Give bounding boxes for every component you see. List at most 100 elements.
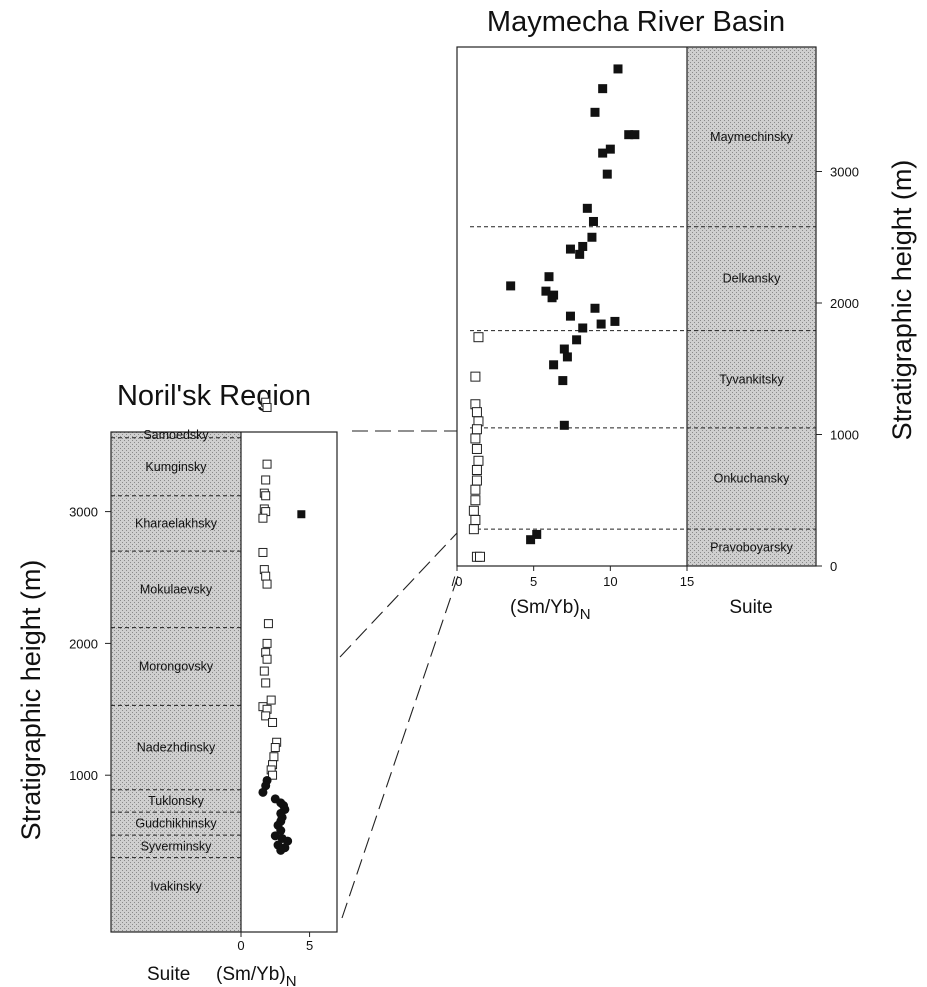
maymecha-point-filled-square (506, 281, 516, 291)
maymecha-x-axis-main: (Sm/Yb) (510, 597, 580, 618)
correlation-connectors (339, 430, 461, 919)
maymecha-y-tick-label: 0 (830, 559, 837, 574)
norilsk-point-open-square (268, 717, 278, 727)
norilsk-panel: Noril'sk Region Ivakinsky Syverminsky Gudc… (16, 380, 338, 987)
maymecha-point-filled-square (558, 376, 568, 386)
maymecha-suite-boundaries (470, 226, 816, 530)
norilsk-point-filled-circle (276, 845, 286, 855)
norilsk-point-open-square (261, 571, 271, 581)
maymecha-point-open-square (471, 407, 482, 418)
maymecha-point-filled-square (549, 360, 559, 370)
maymecha-point-filled-square (562, 352, 572, 362)
maymecha-suite-label: Pravoboyarsky (710, 541, 793, 555)
norilsk-point-open-square (262, 459, 272, 469)
maymecha-suite-column (687, 47, 816, 566)
maymecha-point-open-square (470, 484, 481, 495)
norilsk-suite-label: Ivakinsky (150, 880, 202, 894)
norilsk-frame (110, 431, 338, 933)
maymecha-y-ticks: 0 1000 2000 3000 (816, 165, 859, 574)
norilsk-point-open-square (269, 752, 279, 762)
maymecha-x-tick-label: 10 (603, 574, 617, 589)
maymecha-point-filled-square (526, 535, 536, 545)
connector-bottom (341, 569, 461, 919)
norilsk-suite-label: Nadezhdinsky (137, 741, 216, 755)
norilsk-y-tick-label: 2000 (69, 636, 98, 651)
norilsk-suite-label: Samoedsky (143, 428, 209, 442)
norilsk-point-open-square (261, 475, 271, 485)
norilsk-point-open-square (258, 513, 268, 523)
maymecha-point-filled-square (541, 286, 551, 296)
norilsk-point-open-square (262, 402, 272, 412)
norilsk-suite-labels: Ivakinsky Syverminsky Gudchikhinsky Tuklons… (135, 428, 218, 894)
norilsk-x-tick-label: 0 (237, 938, 244, 953)
maymecha-point-filled-square (578, 241, 588, 251)
maymecha-y-axis-title: Stratigraphic height (m) (887, 160, 917, 441)
norilsk-point-open-square (262, 579, 272, 589)
maymecha-point-filled-square (544, 272, 554, 282)
maymecha-data-points (468, 64, 640, 562)
maymecha-y-tick-label: 2000 (830, 296, 859, 311)
maymecha-x-tick-label: 15 (680, 574, 694, 589)
maymecha-point-filled-square (624, 130, 634, 140)
norilsk-point-open-square (259, 666, 269, 676)
maymecha-point-filled-square (613, 64, 623, 74)
norilsk-point-open-square (262, 638, 272, 648)
norilsk-point-open-square (270, 743, 280, 753)
norilsk-point-open-square (261, 711, 271, 721)
maymecha-point-filled-square (582, 203, 592, 213)
maymecha-point-open-square (473, 332, 484, 343)
maymecha-point-open-square (471, 443, 482, 454)
maymecha-point-open-square (470, 371, 481, 382)
norilsk-x-axis-label: (Sm/Yb)N (216, 964, 297, 987)
maymecha-point-filled-square (610, 316, 620, 326)
maymecha-point-filled-square (587, 232, 597, 242)
maymecha-point-filled-square (602, 169, 612, 179)
maymecha-point-filled-square (559, 420, 569, 430)
maymecha-x-axis-subscript: N (580, 606, 591, 623)
norilsk-suite-label: Mokulaevsky (140, 582, 213, 596)
norilsk-point-open-square (268, 770, 278, 780)
maymecha-point-open-square (468, 505, 479, 516)
norilsk-point-open-square (261, 491, 271, 501)
maymecha-point-filled-square (578, 323, 588, 333)
maymecha-point-filled-square (596, 319, 606, 329)
maymecha-point-filled-square (590, 303, 600, 313)
maymecha-point-open-square (475, 551, 485, 562)
maymecha-title: Maymecha River Basin (487, 6, 785, 38)
norilsk-suite-column (111, 432, 241, 932)
maymecha-point-filled-square (559, 344, 569, 354)
norilsk-point-open-square (261, 678, 271, 688)
norilsk-suite-label: Tuklonsky (148, 794, 205, 808)
norilsk-y-tick-label: 3000 (69, 505, 98, 520)
maymecha-suite-label: Maymechinsky (710, 130, 793, 144)
maymecha-point-open-square (470, 514, 481, 525)
norilsk-x-axis-subscript: N (286, 973, 297, 987)
maymecha-suite-label: Onkuchansky (714, 472, 790, 486)
norilsk-x-tick-label: 5 (306, 938, 313, 953)
maymecha-frame (456, 46, 817, 567)
norilsk-suite-label: Kumginsky (145, 460, 207, 474)
maymecha-panel: Maymecha River Basin Pravoboyarsky Onkuch… (452, 6, 917, 623)
maymecha-suite-labels: Pravoboyarsky Onkuchansky Tyvankitsky Delka… (710, 130, 793, 555)
maymecha-point-open-square (470, 433, 481, 444)
maymecha-point-filled-square (575, 249, 585, 259)
maymecha-point-open-square (468, 524, 479, 535)
maymecha-point-filled-square (588, 216, 598, 226)
norilsk-data-points (258, 397, 306, 855)
norilsk-point-open-square (258, 547, 268, 557)
norilsk-suite-label: Morongovsky (139, 659, 214, 673)
maymecha-point-open-square (471, 475, 482, 486)
maymecha-suite-axis-label: Suite (729, 597, 772, 618)
maymecha-x-tick-label: /0 (452, 574, 463, 589)
norilsk-y-axis-title: Stratigraphic height (m) (16, 560, 46, 841)
maymecha-point-open-square (471, 424, 482, 435)
norilsk-suite-axis-label: Suite (147, 964, 190, 985)
norilsk-x-axis-main: (Sm/Yb) (216, 964, 286, 985)
maymecha-x-axis-label: (Sm/Yb)N (510, 597, 591, 623)
maymecha-x-ticks: /0 5 10 15 (452, 566, 694, 589)
maymecha-point-filled-square (598, 84, 608, 94)
maymecha-point-filled-square (565, 244, 575, 254)
maymecha-y-tick-label: 3000 (830, 165, 859, 180)
maymecha-suite-label: Tyvankitsky (719, 372, 784, 386)
